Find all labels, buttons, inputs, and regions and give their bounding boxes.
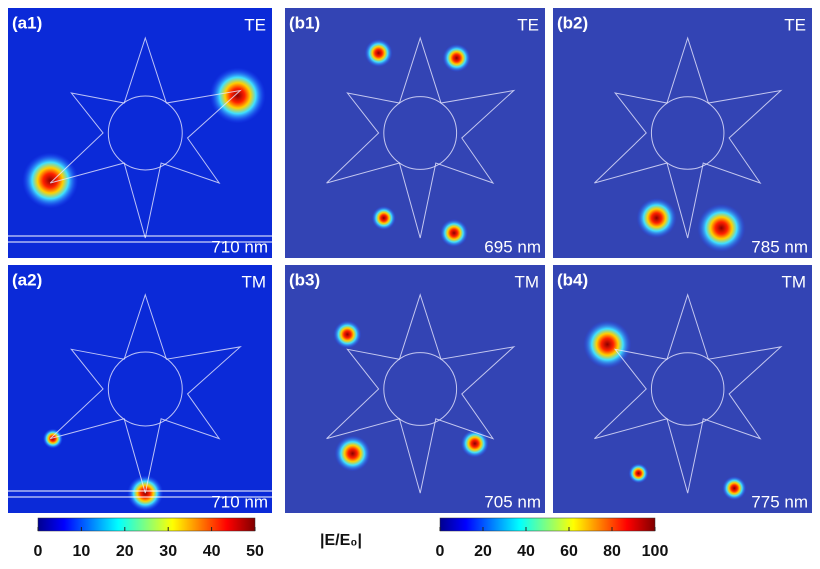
- panel-label: (b3): [289, 270, 320, 289]
- panel-label: (b4): [557, 270, 588, 289]
- hotspot: [364, 39, 393, 67]
- hotspot: [628, 463, 649, 484]
- panel: (a1) TE 710 nm: [8, 8, 272, 258]
- field-map: [285, 8, 545, 258]
- hotspot: [333, 320, 362, 349]
- hotspot: [697, 204, 746, 252]
- colorbar-tick-label: 100: [642, 543, 669, 560]
- structure-outline: [49, 36, 242, 239]
- field-map: [285, 265, 545, 513]
- structure-outline: [594, 36, 783, 239]
- hotspot: [334, 435, 371, 472]
- hotspot: [442, 44, 471, 72]
- colorbar-label: |E/E₀|: [320, 532, 362, 549]
- hotspot: [636, 198, 677, 238]
- structure-outline: [326, 36, 516, 239]
- panel: (b4) TM 775 nm: [553, 265, 812, 513]
- colorbar-tick-label: 0: [436, 543, 445, 560]
- panel-label: (b2): [557, 13, 588, 32]
- wavelength: 775 nm: [751, 492, 808, 511]
- field-map: [8, 265, 272, 513]
- colorbar-tick-label: 40: [517, 543, 535, 560]
- colorbar-tick-label: 20: [116, 543, 134, 560]
- colorbar: [37, 517, 256, 532]
- structure-core: [383, 96, 458, 170]
- polarization: TM: [514, 272, 539, 291]
- structure-outline: [594, 293, 783, 494]
- field-map: [553, 8, 812, 258]
- colorbar-tick-label: 60: [560, 543, 578, 560]
- hotspot: [371, 206, 396, 230]
- wavelength: 710 nm: [211, 492, 268, 511]
- wavelength: 705 nm: [484, 492, 541, 511]
- polarization: TE: [784, 15, 806, 34]
- hotspot: [722, 476, 747, 501]
- panel: (b2) TE 785 nm: [553, 8, 812, 258]
- field-map: [8, 8, 272, 258]
- hotspot: [440, 219, 468, 247]
- colorbar-tick-label: 80: [603, 543, 621, 560]
- colorbar-tick-label: 0: [34, 543, 43, 560]
- colorbar-tick-label: 40: [203, 543, 221, 560]
- panel-label: (a1): [12, 13, 42, 32]
- wavelength: 710 nm: [211, 237, 268, 256]
- structure-core: [650, 352, 725, 426]
- structure-core: [383, 352, 458, 426]
- hotspot: [583, 320, 632, 369]
- colorbar: [439, 517, 656, 532]
- hotspot: [460, 429, 489, 458]
- colorbar-tick-label: 20: [474, 543, 492, 560]
- panel: (b1) TE 695 nm: [285, 8, 545, 258]
- structure-outline: [326, 293, 516, 494]
- colorbar-tick-label: 10: [73, 543, 91, 560]
- wavelength: 695 nm: [484, 237, 541, 256]
- hotspot: [22, 152, 79, 209]
- wavelength: 785 nm: [751, 237, 808, 256]
- colorbar-tick-label: 30: [159, 543, 177, 560]
- polarization: TE: [244, 15, 266, 34]
- structure-outline: [49, 293, 242, 494]
- panel-label: (b1): [289, 13, 320, 32]
- field-map: [553, 265, 812, 513]
- polarization: TE: [517, 15, 539, 34]
- structure-core: [107, 95, 183, 171]
- panel: (a2) TM 710 nm: [8, 265, 272, 513]
- hotspot: [209, 67, 266, 124]
- structure-core: [650, 96, 725, 170]
- polarization: TM: [241, 272, 266, 291]
- polarization: TM: [781, 272, 806, 291]
- hotspot: [42, 428, 63, 449]
- colorbar-tick-label: 50: [246, 543, 264, 560]
- structure-core: [107, 351, 183, 427]
- panel-label: (a2): [12, 270, 42, 289]
- panel: (b3) TM 705 nm: [285, 265, 545, 513]
